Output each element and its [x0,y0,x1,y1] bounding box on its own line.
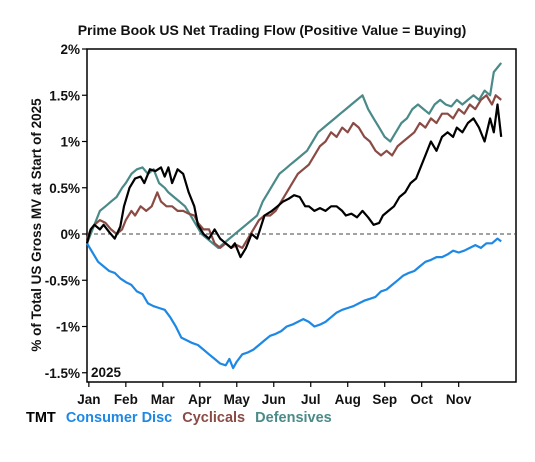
x-tick-label: Aug [335,392,361,407]
x-tick-label: May [224,392,251,407]
x-tick-label: Oct [410,392,433,407]
y-tick-label: -1% [56,320,80,335]
y-tick-label: 0.5% [49,181,80,196]
series-lines [85,62,503,370]
y-tick-label: 0% [60,227,80,242]
y-tick-label: 1.5% [49,88,80,103]
y-tick-label: 1% [60,135,80,150]
y-tick-label: -1.5% [45,366,80,381]
year-label: 2025 [91,365,122,380]
x-axis-ticks: Jan Feb Mar Apr May Jun Jul Aug Sep Oct Nov [77,382,472,407]
legend-entry-defensives: Defensives [255,410,332,426]
series-line-tmt [85,103,503,259]
x-tick-label: Jan [77,392,100,407]
plot-area: 2% 1.5% 1% 0.5% 0% -0.5% -1% -1.5% Jan Feb Mar Apr… [45,42,517,407]
series-line-consumer-disc [86,237,502,370]
plot-frame [86,48,517,383]
x-tick-label: Nov [446,392,472,407]
x-tick-label: Sep [372,392,397,407]
legend-entry-cyclicals: Cyclicals [182,410,246,426]
legend: TMT Consumer Disc Cyclicals Defensives [26,410,338,426]
chart-title: Prime Book US Net Trading Flow (Positive… [78,22,467,38]
y-axis-label: % of Total US Gross MV at Start of 2025 [29,98,44,352]
x-tick-label: Mar [151,392,176,407]
y-tick-label: -0.5% [45,273,80,288]
legend-entry-tmt: TMT [26,410,56,426]
y-tick-label: 2% [60,42,80,57]
x-tick-label: Apr [188,392,212,407]
x-tick-label: Jun [262,392,286,407]
x-tick-label: Jul [301,392,321,407]
series-line-cyclicals [85,94,502,249]
x-tick-label: Feb [114,392,138,407]
y-axis-ticks: 2% 1.5% 1% 0.5% 0% -0.5% -1% -1.5% [45,42,87,381]
legend-entry-consumer-disc: Consumer Disc [65,410,173,426]
series-line-defensives [85,62,503,249]
